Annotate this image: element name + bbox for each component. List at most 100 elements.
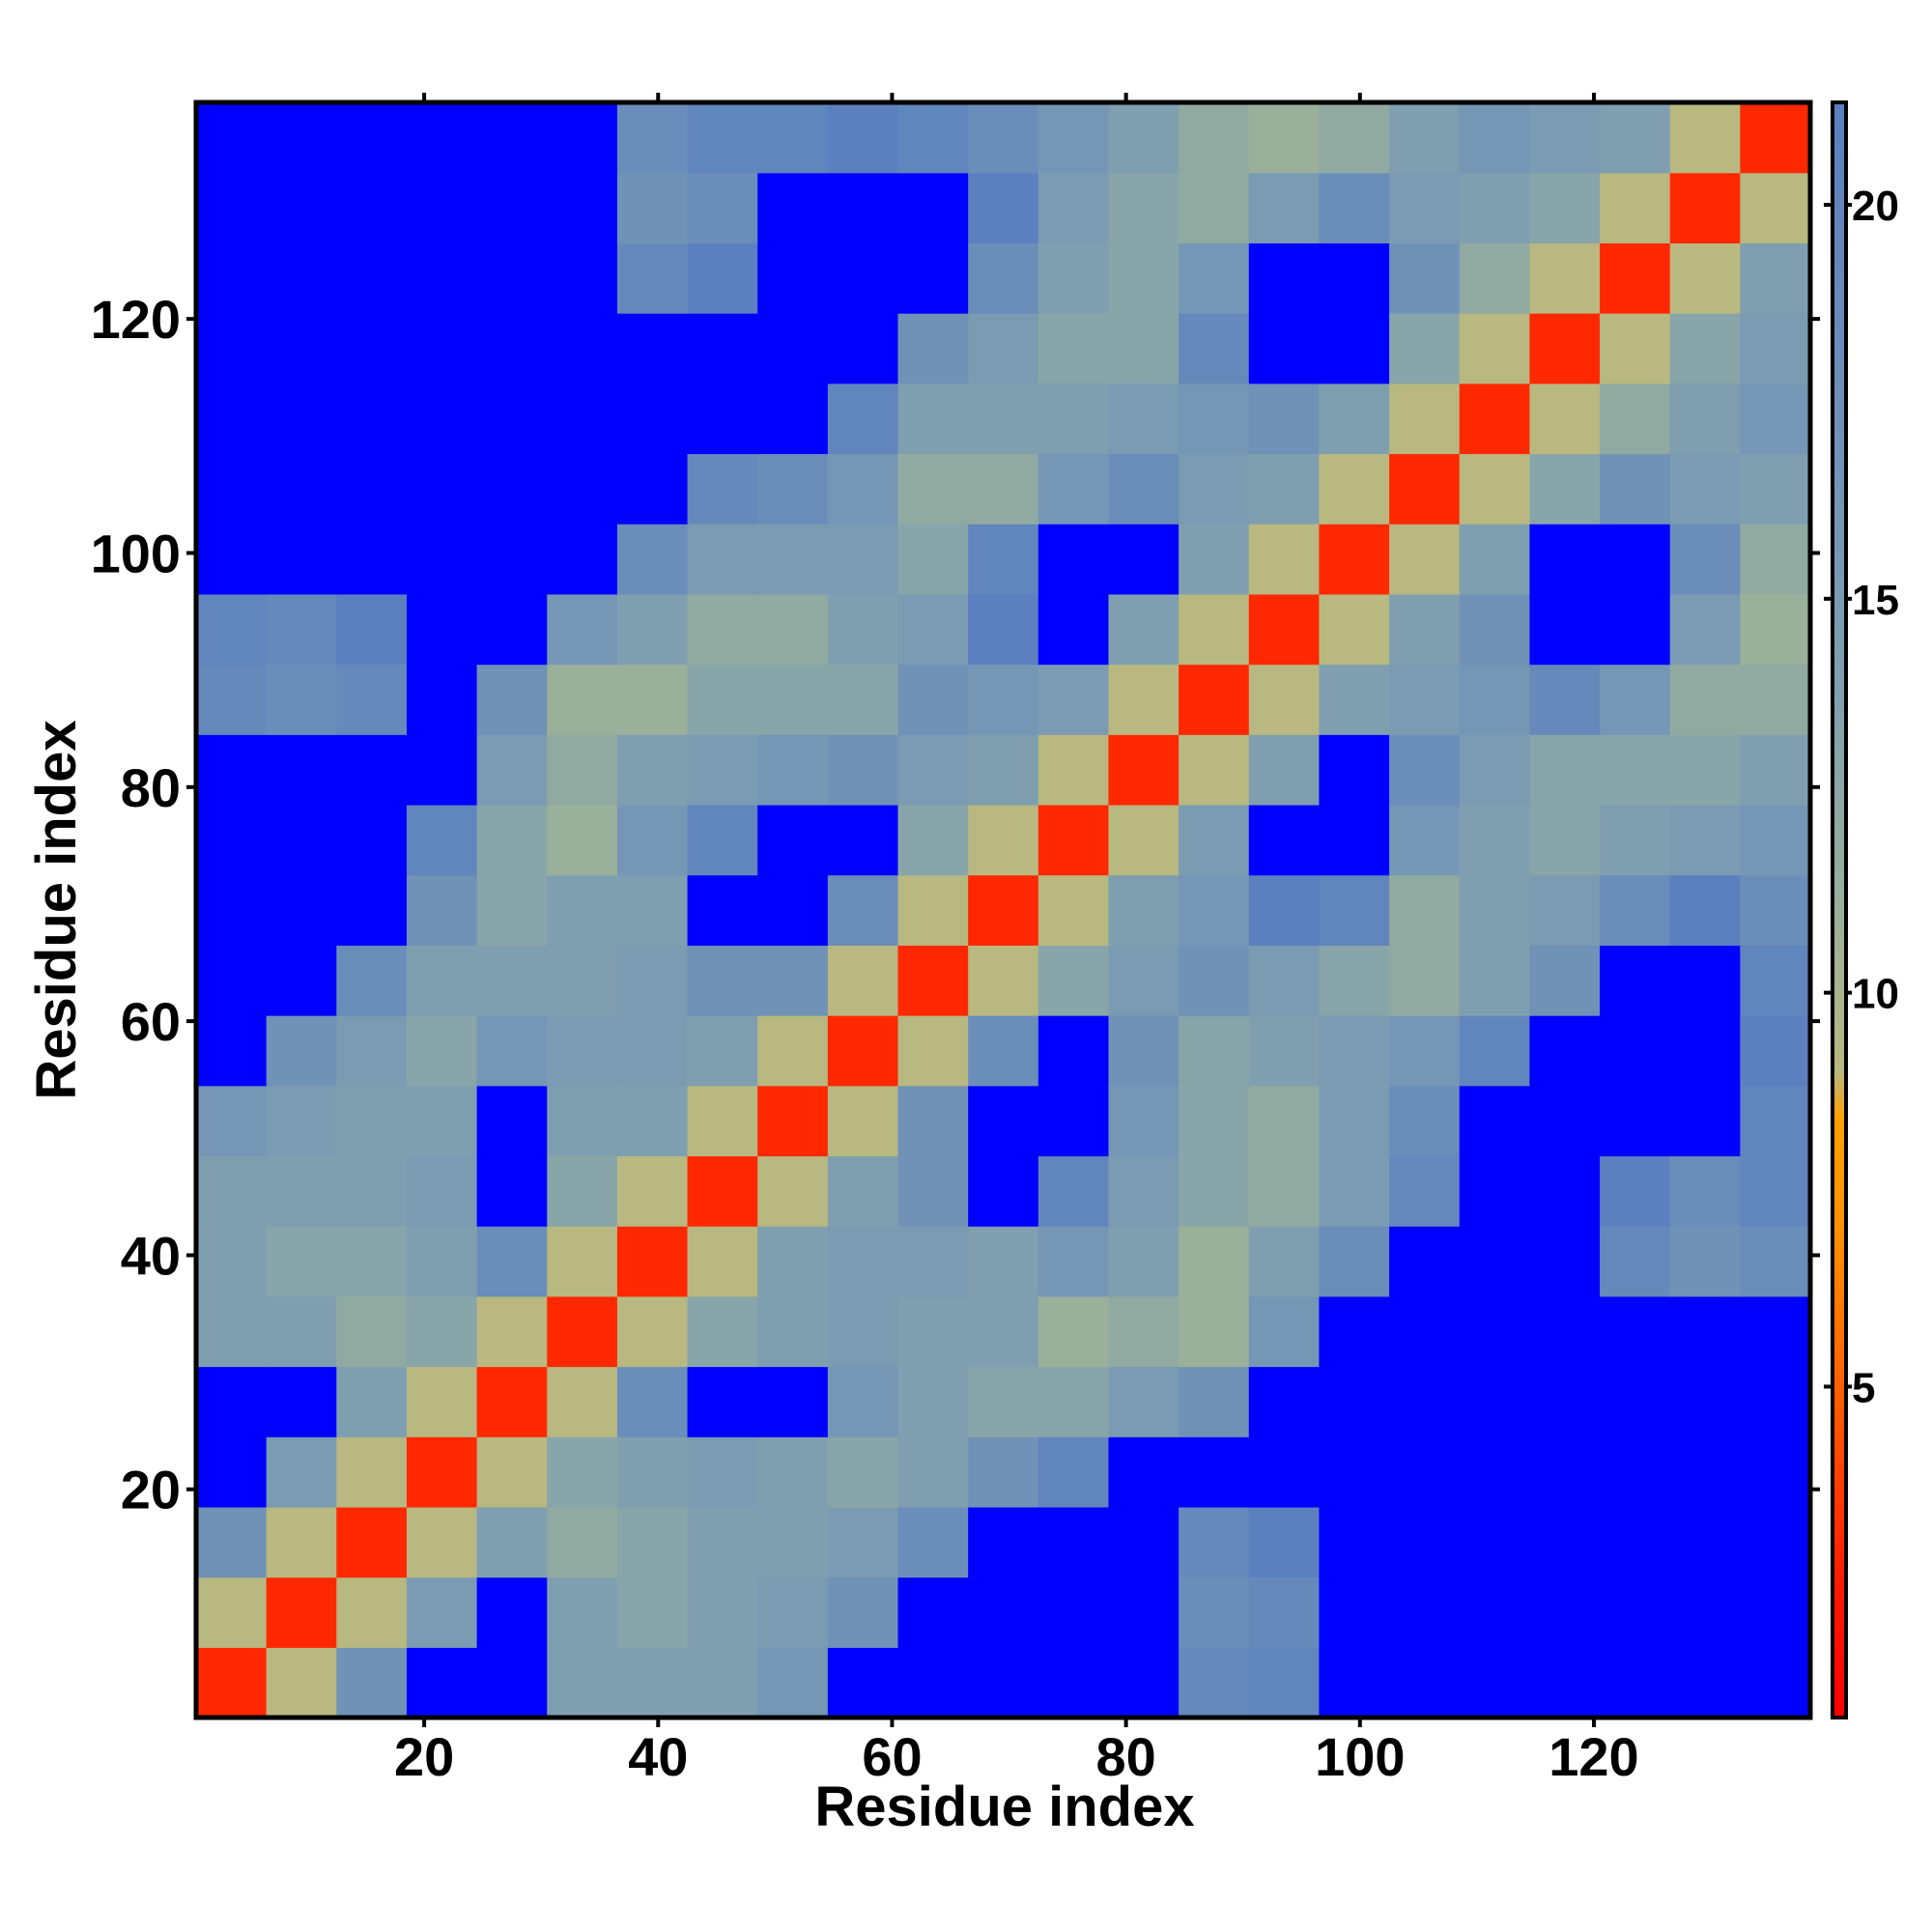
heatmap-cell: [757, 664, 829, 735]
heatmap-cell: [196, 874, 268, 946]
heatmap-cell: [827, 242, 899, 314]
heatmap-cell: [616, 1155, 689, 1227]
heatmap-cell: [196, 1295, 268, 1368]
heatmap-cell: [476, 172, 548, 243]
heatmap-cell: [1389, 874, 1461, 946]
heatmap-cell: [1740, 1436, 1811, 1508]
heatmap-cell: [1389, 1226, 1461, 1297]
heatmap-cell: [897, 1506, 969, 1578]
heatmap-cell: [1459, 1436, 1530, 1508]
heatmap-cell: [1740, 1366, 1811, 1437]
heatmap-cell: [336, 664, 408, 735]
heatmap-cell: [266, 664, 337, 735]
heatmap-cell: [1319, 524, 1390, 595]
x-tick-label: 100: [1315, 1726, 1405, 1787]
heatmap-cell: [1459, 1295, 1530, 1368]
heatmap-cell: [1179, 1647, 1250, 1719]
heatmap-cell: [1740, 1647, 1811, 1719]
heatmap-cell: [1037, 453, 1110, 525]
heatmap-cell: [406, 1647, 478, 1719]
heatmap-cell: [897, 102, 969, 174]
heatmap-cell: [827, 102, 899, 174]
heatmap-cell: [1179, 383, 1250, 455]
heatmap-cell: [1600, 874, 1671, 946]
heatmap-cell: [1389, 804, 1461, 876]
heatmap-cell: [196, 1366, 268, 1437]
heatmap-cell: [968, 1085, 1039, 1157]
heatmap-cell: [1529, 1226, 1601, 1297]
heatmap-cell: [1179, 1506, 1250, 1578]
heatmap-cell: [616, 1366, 689, 1437]
heatmap-cell: [1108, 945, 1179, 1016]
y-tick-label: 100: [91, 523, 181, 583]
heatmap-cell: [406, 664, 478, 735]
heatmap-cell: [1600, 1436, 1671, 1508]
heatmap-cell: [897, 313, 969, 384]
heatmap-cell: [968, 1226, 1039, 1297]
heatmap-cell: [1248, 1015, 1321, 1087]
heatmap-cell: [687, 1366, 758, 1437]
heatmap-cell: [687, 102, 758, 174]
heatmap-cell: [1389, 1647, 1461, 1719]
heatmap-cell: [897, 1577, 969, 1648]
heatmap-cell: [1179, 524, 1250, 595]
heatmap-cell: [1459, 593, 1530, 666]
heatmap-cell: [1248, 1085, 1321, 1157]
heatmap-cell: [827, 664, 899, 735]
heatmap-cell: [1740, 1295, 1811, 1368]
heatmap-cell: [547, 1226, 618, 1297]
heatmap-cell: [1108, 1295, 1179, 1368]
heatmap-cell: [757, 242, 829, 314]
heatmap-cells: [196, 102, 1811, 1719]
heatmap-cell: [897, 945, 969, 1016]
heatmap-cell: [1389, 1577, 1461, 1648]
heatmap-cell: [968, 1506, 1039, 1578]
heatmap-cell: [757, 1366, 829, 1437]
heatmap-cell: [1389, 1085, 1461, 1157]
heatmap-cell: [687, 524, 758, 595]
heatmap-cell: [336, 734, 408, 806]
heatmap-cell: [266, 172, 337, 243]
heatmap-cell: [1108, 1436, 1179, 1508]
heatmap-cell: [897, 1155, 969, 1227]
heatmap-cell: [1389, 593, 1461, 666]
heatmap-cell: [1037, 383, 1110, 455]
heatmap-cell: [1389, 945, 1461, 1016]
heatmap-cell: [1669, 1647, 1741, 1719]
heatmap-cell: [1248, 383, 1321, 455]
heatmap-cell: [1459, 1647, 1530, 1719]
heatmap-cell: [1248, 804, 1321, 876]
heatmap-cell: [616, 524, 689, 595]
heatmap-cell: [897, 1295, 969, 1368]
heatmap-cell: [1037, 734, 1110, 806]
heatmap-cell: [1319, 734, 1390, 806]
heatmap-cell: [968, 1577, 1039, 1648]
heatmap-cell: [266, 524, 337, 595]
heatmap-cell: [1179, 945, 1250, 1016]
heatmap-cell: [196, 102, 268, 174]
heatmap-cell: [266, 383, 337, 455]
heatmap-cell: [1459, 874, 1530, 946]
heatmap-cell: [476, 1295, 548, 1368]
heatmap-cell: [547, 945, 618, 1016]
heatmap-cell: [196, 1436, 268, 1508]
heatmap-cell: [687, 1085, 758, 1157]
heatmap-cell: [1459, 1577, 1530, 1648]
heatmap-cell: [687, 1506, 758, 1578]
heatmap-cell: [336, 1577, 408, 1648]
heatmap-cell: [196, 1506, 268, 1578]
heatmap-cell: [1459, 383, 1530, 455]
heatmap-cell: [827, 734, 899, 806]
heatmap-cell: [1389, 664, 1461, 735]
colorbar-tick-label: 10: [1852, 971, 1899, 1018]
heatmap-cell: [336, 1155, 408, 1227]
heatmap-cell: [476, 664, 548, 735]
heatmap-cell: [1248, 1366, 1321, 1437]
x-tick-label: 80: [1095, 1726, 1155, 1787]
heatmap-cell: [1108, 242, 1179, 314]
heatmap-cell: [1459, 1366, 1530, 1437]
heatmap-cell: [897, 453, 969, 525]
heatmap-cell: [1459, 102, 1530, 174]
heatmap-cell: [196, 453, 268, 525]
heatmap-cell: [1319, 453, 1390, 525]
